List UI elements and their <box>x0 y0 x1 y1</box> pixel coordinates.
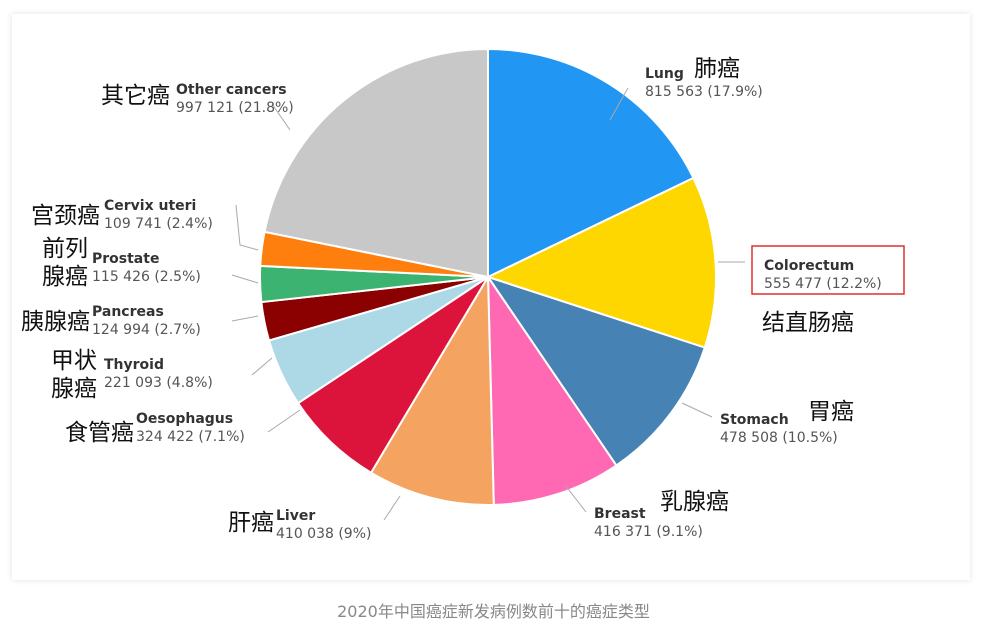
cn-label-prostate: 前列腺癌 <box>42 236 88 290</box>
pie-chart: Lung 815 563 (17.9%) 肺癌 Colorectum 555 477 (… <box>21 47 905 542</box>
label-thyroid: Thyroid <box>104 357 164 373</box>
cn-label-other-cancers: 其它癌 <box>101 83 170 109</box>
pie-slice-breast <box>486 273 618 506</box>
cn-label-pancreas: 胰腺癌 <box>21 309 90 335</box>
value-label-thyroid: 221 093 (4.8%) <box>104 375 213 391</box>
leader-line-other-cancers <box>271 103 291 131</box>
leader-line-liver <box>383 495 401 521</box>
label-stomach: Stomach <box>720 412 789 428</box>
cn-label-breast: 乳腺癌 <box>660 489 729 515</box>
pie-slice-oesophagus <box>296 276 489 475</box>
value-label-cervix-uteri: 109 741 (2.4%) <box>104 216 213 232</box>
cn-label-stomach: 胃癌 <box>808 399 854 425</box>
leader-line-thyroid <box>251 357 273 376</box>
leader-line-pancreas <box>231 315 259 322</box>
label-pancreas: Pancreas <box>92 304 164 320</box>
label-prostate: Prostate <box>92 251 159 267</box>
value-label-breast: 416 371 (9.1%) <box>594 524 703 540</box>
value-label-colorectum: 555 477 (12.2%) <box>764 276 882 292</box>
pie-slice-lung <box>487 47 695 279</box>
leader-line-cervix-uteri <box>235 204 259 251</box>
chart-caption: 2020年中国癌症新发病例数前十的癌症类型 <box>337 602 650 621</box>
pie-slice-stomach <box>485 275 707 467</box>
value-label-pancreas: 124 994 (2.7%) <box>92 322 201 338</box>
cn-label-lung: 肺癌 <box>694 56 740 82</box>
cn-label-thyroid: 甲状腺癌 <box>51 348 97 402</box>
leader-line-stomach <box>681 402 713 418</box>
label-other-cancers: Other cancers <box>176 82 287 98</box>
leader-line-prostate <box>231 274 259 284</box>
label-oesophagus: Oesophagus <box>136 411 233 427</box>
label-liver: Liver <box>276 508 315 524</box>
value-label-oesophagus: 324 422 (7.1%) <box>136 429 245 445</box>
value-label-lung: 815 563 (17.9%) <box>645 84 763 100</box>
pie-slice-colorectum <box>485 176 717 349</box>
label-colorectum: Colorectum <box>764 258 854 274</box>
cn-label-cervix-uteri: 宫颈癌 <box>31 203 100 229</box>
value-label-stomach: 478 508 (10.5%) <box>720 430 838 446</box>
pie-slice-other-cancers <box>263 47 489 279</box>
highlight-box-colorectum <box>751 245 905 295</box>
value-label-prostate: 115 426 (2.5%) <box>92 269 201 285</box>
pie-slice-liver <box>369 273 495 506</box>
leader-line-oesophagus <box>267 409 301 433</box>
cn-label-colorectum: 结直肠癌 <box>762 310 854 336</box>
leader-line-breast <box>564 484 587 513</box>
value-label-other-cancers: 997 121 (21.8%) <box>176 100 294 116</box>
cn-label-oesophagus: 食管癌 <box>65 420 134 446</box>
label-breast: Breast <box>594 506 646 522</box>
cn-label-liver: 肝癌 <box>228 510 274 536</box>
label-cervix-uteri: Cervix uteri <box>104 198 196 214</box>
leader-line-lung <box>609 87 629 121</box>
label-lung: Lung <box>645 66 684 82</box>
value-label-liver: 410 038 (9%) <box>276 526 371 542</box>
